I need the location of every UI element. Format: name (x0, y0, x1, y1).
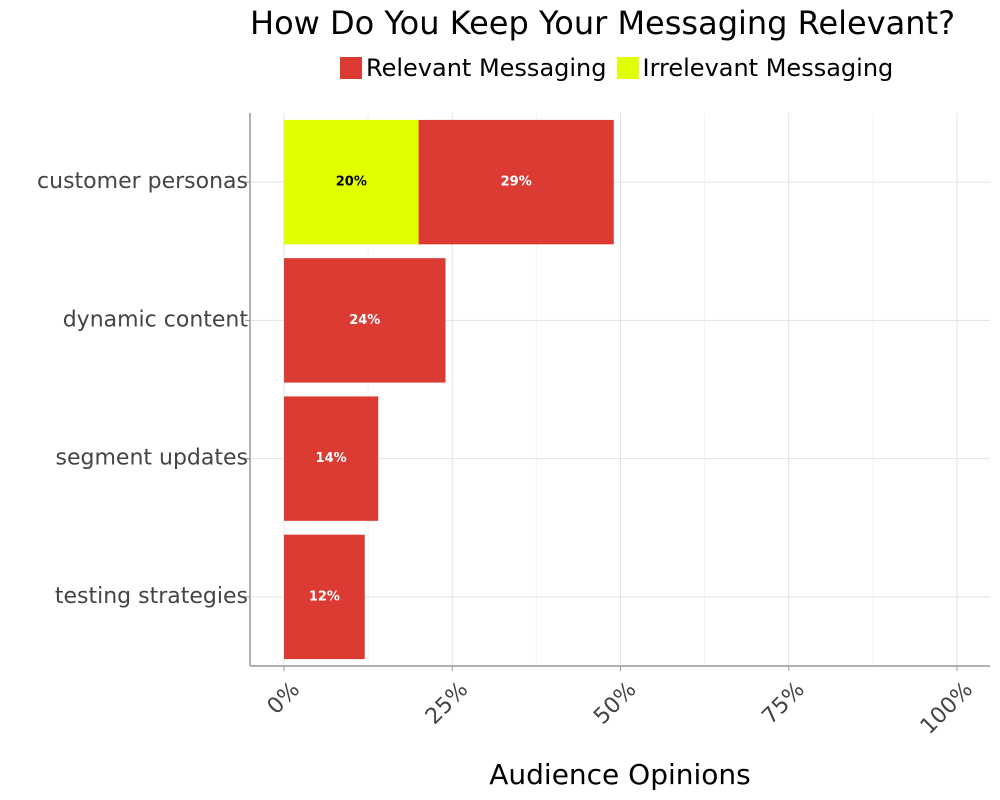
x-tick-label: 25% (421, 677, 473, 729)
x-tick-label: 75% (757, 677, 809, 729)
bar-value-label: 20% (336, 175, 367, 190)
legend-label-irrelevant: Irrelevant Messaging (642, 54, 894, 82)
bar-relevant-messaging (284, 258, 446, 383)
x-tick-label: 100% (916, 677, 978, 739)
bar-relevant-messaging (284, 396, 379, 521)
y-tick-label: dynamic content (63, 307, 249, 332)
y-tick-label: segment updates (56, 446, 248, 471)
x-axis-label: Audience Opinions (489, 758, 751, 791)
x-tick-label: 50% (589, 677, 641, 729)
chart-title: How Do You Keep Your Messaging Relevant? (250, 4, 956, 42)
bar-value-label: 24% (349, 313, 380, 328)
bar-value-label: 14% (316, 451, 347, 466)
legend-label-relevant: Relevant Messaging (366, 54, 607, 82)
bar-relevant-messaging (418, 119, 614, 245)
bar-value-label: 12% (309, 589, 340, 604)
bar-relevant-messaging (284, 534, 365, 660)
y-tick-label: testing strategies (55, 584, 248, 609)
x-tick-label: 0% (263, 677, 305, 719)
legend-item-relevant: Relevant Messaging (340, 54, 607, 82)
legend-swatch-relevant (340, 57, 362, 79)
legend-item-irrelevant: Irrelevant Messaging (616, 54, 894, 82)
bar-value-label: 29% (501, 175, 532, 190)
legend: Relevant Messaging Irrelevant Messaging (340, 54, 893, 82)
bar-irrelevant-messaging (284, 119, 419, 245)
bars: 20% 29% 24% 14% 12% (284, 119, 614, 660)
y-tick-label: customer personas (37, 169, 248, 194)
legend-swatch-irrelevant (616, 57, 639, 79)
